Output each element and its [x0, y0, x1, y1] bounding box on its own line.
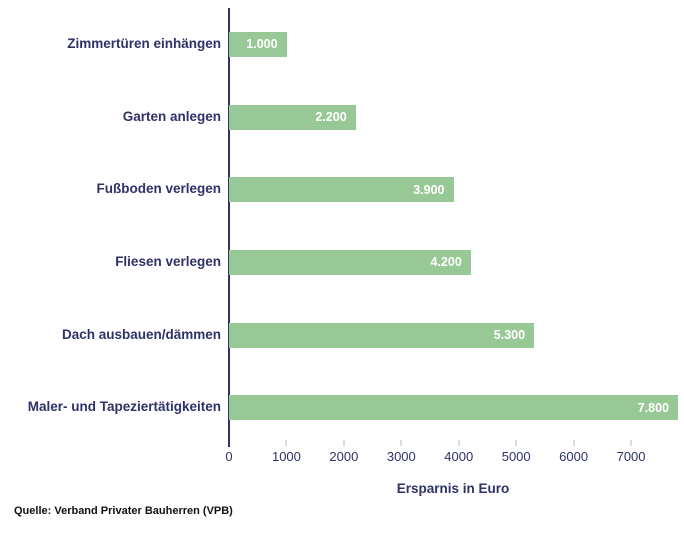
tick-label: 4000 [444, 449, 474, 464]
plot-cell: 3.900 [229, 153, 678, 226]
tick-label: 3000 [386, 449, 416, 464]
category-label: Zimmertüren einhängen [67, 35, 221, 51]
category-label: Fliesen verlegen [115, 253, 221, 269]
bar-value-label: 3.900 [413, 182, 445, 197]
bar: 2.200 [229, 104, 356, 130]
tick-label: 0 [225, 449, 233, 464]
category-label: Garten anlegen [122, 108, 221, 124]
bar-row: Maler- und Tapeziertätigkeiten 7.800 [0, 371, 678, 444]
plot-cell: 5.300 [229, 299, 678, 372]
category-label: Fußboden verlegen [96, 181, 221, 197]
tick-label: 5000 [501, 449, 531, 464]
bar: 4.200 [229, 249, 471, 275]
bar-row: Dach ausbauen/dämmen 5.300 [0, 299, 678, 372]
bar: 3.900 [229, 177, 454, 203]
bar-value-label: 2.200 [315, 110, 347, 124]
category-label: Maler- und Tapeziertätigkeiten [27, 399, 221, 415]
tick-label: 6000 [559, 449, 589, 464]
bar-row: Fliesen verlegen 4.200 [0, 226, 678, 299]
tick-label: 7000 [616, 449, 646, 464]
bar-row: Fußboden verlegen 3.900 [0, 153, 678, 226]
bar-value-label: 4.200 [430, 255, 462, 270]
bar-row: Garten anlegen 2.200 [0, 81, 678, 154]
tick-label: 1000 [271, 449, 301, 464]
tick-label: 2000 [329, 449, 359, 464]
bar-row: Zimmertüren einhängen 1.000 [0, 8, 678, 81]
bar-value-label: 5.300 [493, 328, 526, 343]
y-axis-line [228, 8, 230, 447]
plot-cell: 1.000 [229, 8, 678, 81]
bar-rows: Zimmertüren einhängen 1.000 Garten anlegen… [0, 8, 678, 444]
bar: 1.000 [229, 31, 287, 57]
x-axis-title: Ersparnis in Euro [396, 481, 510, 496]
category-label: Dach ausbauen/dämmen [61, 326, 221, 342]
source-note: Quelle: Verband Privater Bauherren (VPB) [14, 505, 233, 517]
plot-cell: 2.200 [229, 81, 678, 154]
bar: 5.300 [229, 322, 535, 348]
bar-value-label: 7.800 [637, 400, 669, 415]
bar-value-label: 1.000 [246, 37, 278, 52]
bar: 7.800 [229, 395, 678, 421]
plot-cell: 4.200 [229, 226, 678, 299]
plot-cell: 7.800 [229, 371, 678, 444]
